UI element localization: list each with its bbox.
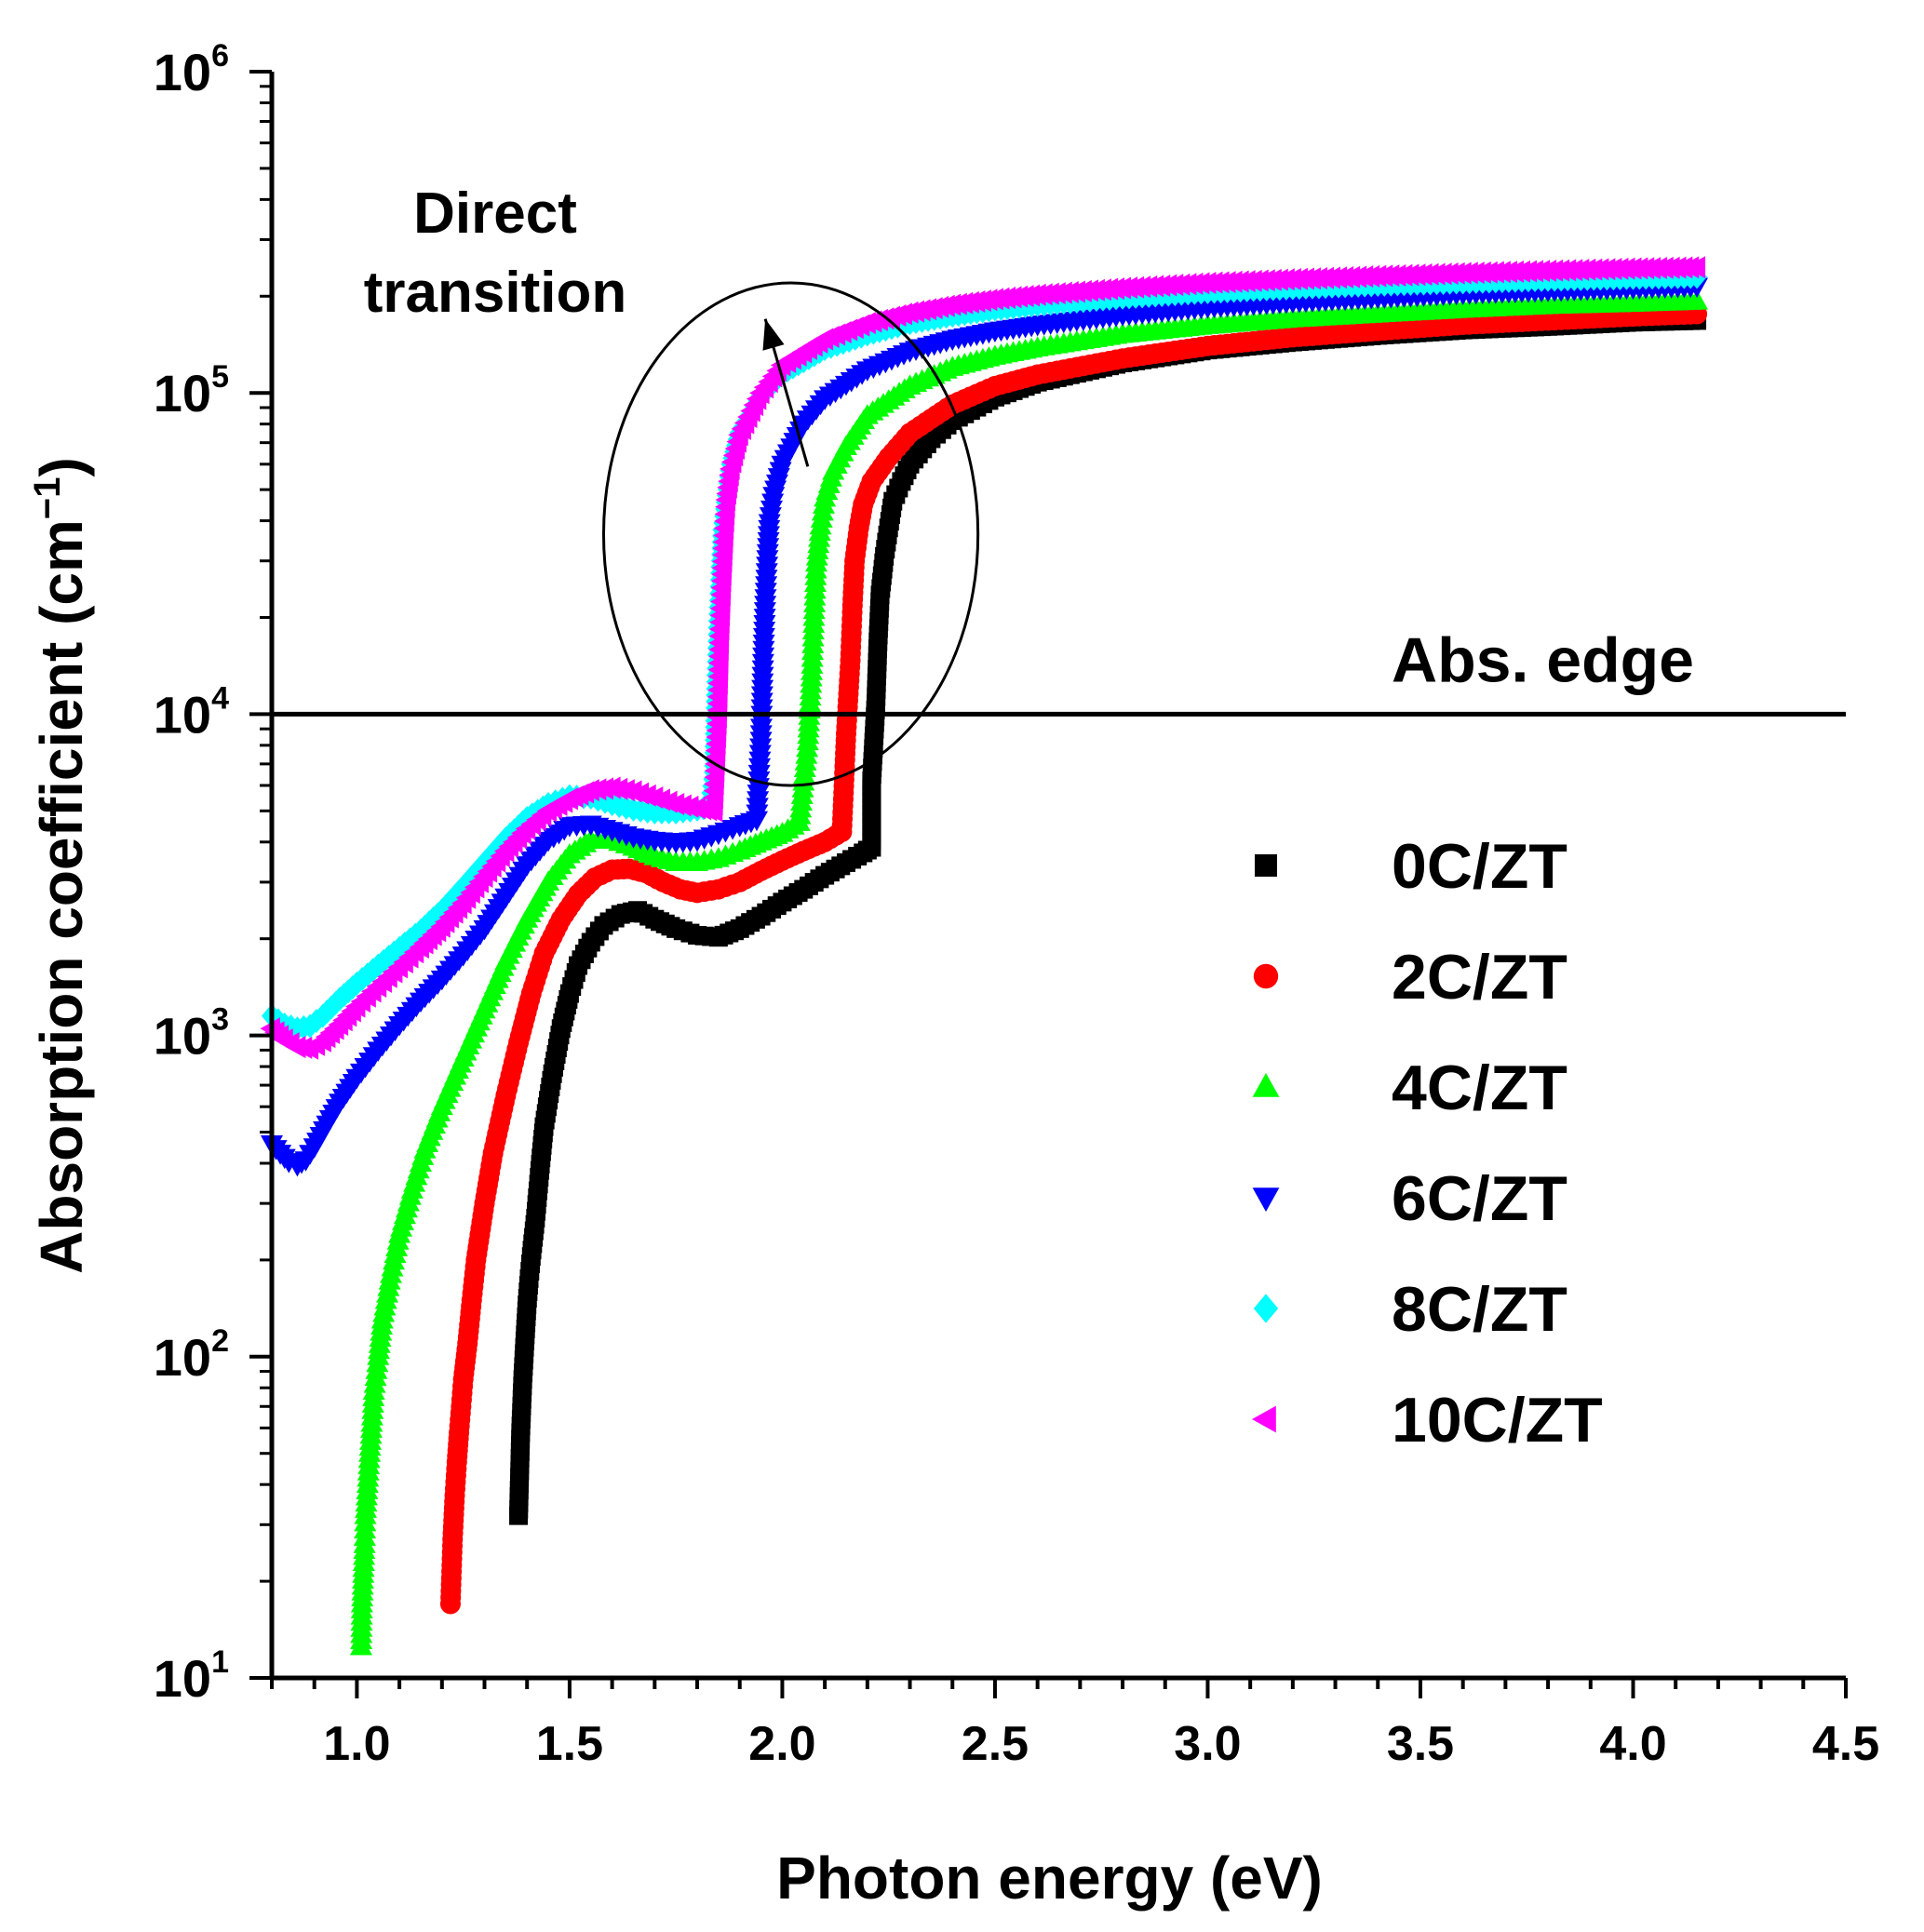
annotation-line-2: transition bbox=[364, 261, 626, 325]
y-tick-label: 103 bbox=[154, 1002, 229, 1066]
annotation-line-1: Direct bbox=[413, 181, 577, 246]
data-point bbox=[1686, 289, 1709, 310]
x-tick-label: 2.5 bbox=[962, 1717, 1029, 1771]
legend: 0C/ZT 2C/ZT 4C/ZT 6C/ZT 8C/ZT 10C/ZT bbox=[1252, 831, 1603, 1456]
axes-layer: Abs. edge 1.0 1.5 2.0 2.5 3.0 3.5 4.0 4.5 101 102 1… bbox=[27, 38, 1879, 1912]
series-10c-zt bbox=[260, 256, 1706, 1060]
legend-marker bbox=[1252, 1073, 1280, 1097]
x-tick-label: 1.0 bbox=[323, 1717, 390, 1771]
y-axis-title: Absorption coefficient (cm−1) bbox=[27, 457, 95, 1274]
x-tick-label: 2.0 bbox=[748, 1717, 815, 1771]
legend-label: 4C/ZT bbox=[1392, 1053, 1567, 1123]
series-4c-zt bbox=[349, 289, 1709, 1656]
legend-marker bbox=[1252, 1187, 1280, 1212]
x-axis-title: Photon energy (eV) bbox=[776, 1845, 1323, 1912]
x-tick-label: 4.5 bbox=[1812, 1717, 1879, 1771]
y-tick-label: 102 bbox=[154, 1323, 229, 1387]
annotation-arrow-head bbox=[762, 318, 785, 351]
y-tick-label: 104 bbox=[154, 680, 229, 744]
legend-item: 2C/ZT bbox=[1253, 942, 1567, 1013]
legend-item: 10C/ZT bbox=[1252, 1385, 1603, 1456]
y-tick-label: 105 bbox=[154, 359, 229, 423]
legend-marker bbox=[1253, 1294, 1279, 1323]
data-point bbox=[1685, 256, 1706, 279]
series-layer bbox=[260, 256, 1709, 1656]
legend-label: 2C/ZT bbox=[1392, 942, 1567, 1013]
x-tick-label: 3.5 bbox=[1387, 1717, 1454, 1771]
legend-item: 6C/ZT bbox=[1252, 1163, 1567, 1234]
abs-edge-label: Abs. edge bbox=[1392, 624, 1694, 695]
legend-label: 6C/ZT bbox=[1392, 1163, 1567, 1234]
y-tick-label: 101 bbox=[154, 1644, 229, 1708]
legend-marker bbox=[1253, 963, 1279, 989]
legend-marker bbox=[1255, 854, 1277, 877]
y-tick-label: 106 bbox=[154, 38, 229, 101]
legend-item: 8C/ZT bbox=[1253, 1274, 1567, 1345]
x-tick-label: 3.0 bbox=[1174, 1717, 1241, 1771]
x-tick-label: 1.5 bbox=[536, 1717, 603, 1771]
legend-item: 0C/ZT bbox=[1255, 831, 1567, 902]
legend-marker bbox=[1252, 1405, 1276, 1433]
annotation-layer: Direct transition bbox=[364, 181, 980, 787]
legend-label: 10C/ZT bbox=[1392, 1385, 1603, 1456]
x-tick-label: 4.0 bbox=[1599, 1717, 1666, 1771]
direct-transition-ellipse bbox=[601, 281, 980, 787]
legend-label: 0C/ZT bbox=[1392, 831, 1567, 902]
legend-label: 8C/ZT bbox=[1392, 1274, 1567, 1345]
legend-item: 4C/ZT bbox=[1252, 1053, 1567, 1123]
